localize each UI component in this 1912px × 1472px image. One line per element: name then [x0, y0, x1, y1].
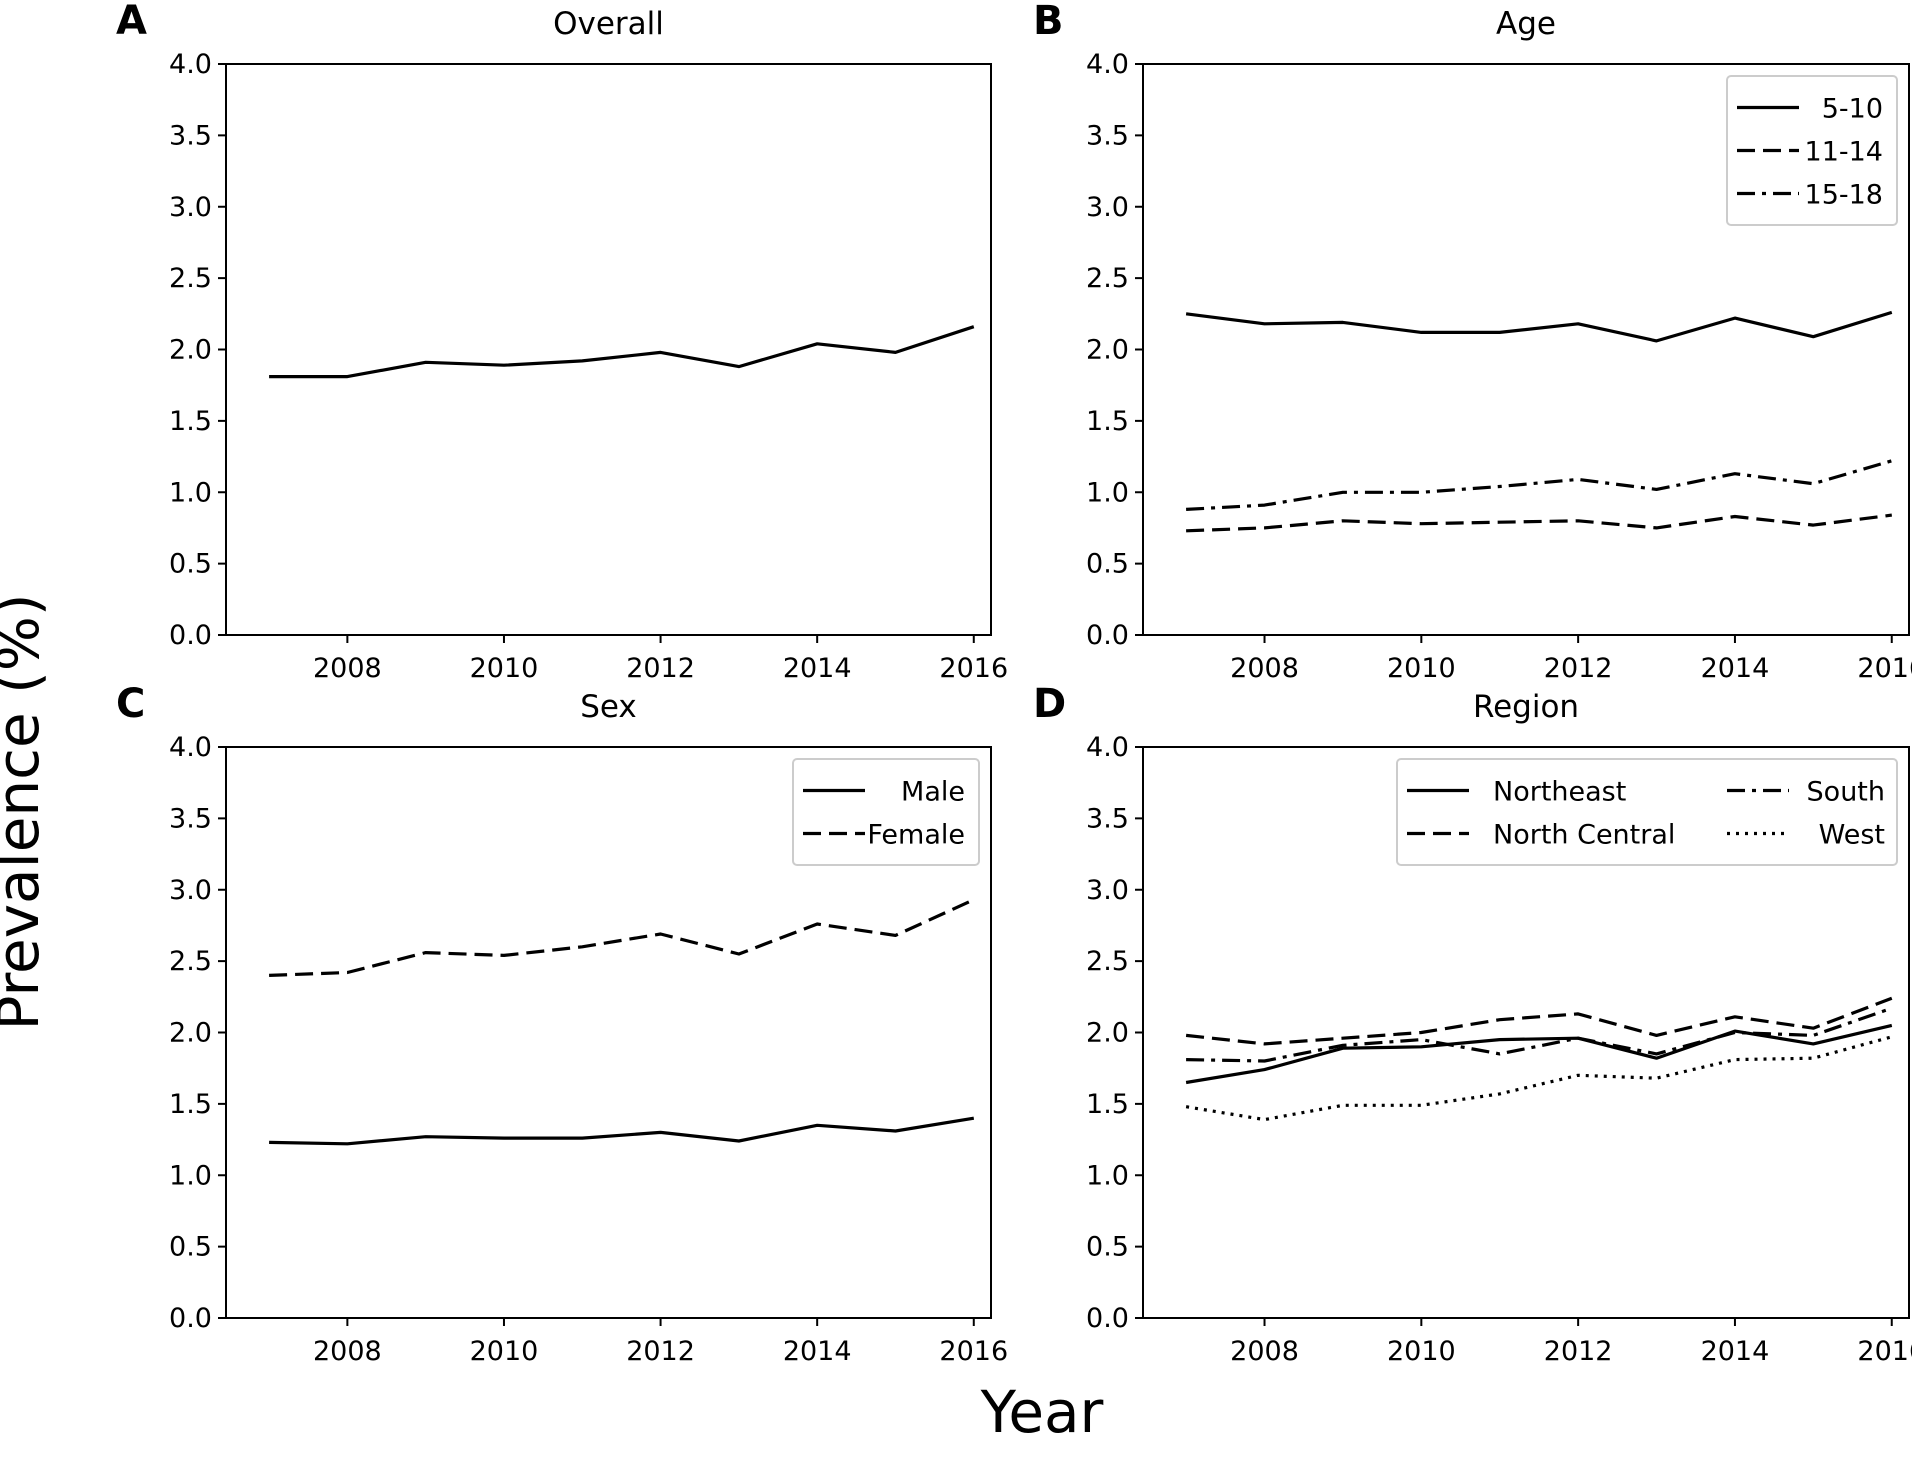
y-tick-label: 2.0 — [1086, 335, 1129, 366]
x-tick-label: 2014 — [1701, 653, 1770, 684]
series-line-female — [269, 898, 975, 977]
y-tick-label: 1.0 — [169, 1160, 212, 1191]
y-tick-label: 1.5 — [1086, 406, 1129, 437]
series-line-11-14 — [1186, 513, 1893, 533]
y-tick-label: 4.0 — [1086, 732, 1129, 763]
y-tick-label: 1.5 — [1086, 1089, 1129, 1120]
y-tick-label: 3.0 — [1086, 192, 1129, 223]
panel-title: Region — [1473, 689, 1579, 725]
y-tick-label: 4.0 — [169, 732, 212, 763]
panel-letter: D — [1033, 681, 1066, 727]
panel-title: Sex — [580, 689, 637, 725]
y-tick-label: 2.0 — [169, 1018, 212, 1049]
x-tick-label: 2016 — [1857, 1336, 1912, 1367]
legend: Northeast North Central South West — [1396, 758, 1898, 866]
series-line-west — [1185, 1035, 1893, 1122]
panel-d: D Region 0.0 0.5 1.0 1.5 2.0 2.5 3.0 3.5 4.0 2008 20… — [1033, 681, 1912, 1367]
y-tick-label: 2.5 — [169, 946, 212, 977]
legend-label: 5-10 — [1822, 94, 1883, 125]
y-tick-label: 0.5 — [169, 549, 212, 580]
legend-label: West — [1819, 820, 1885, 851]
legend-label: South — [1807, 777, 1885, 808]
y-tick-label: 0.0 — [169, 620, 212, 651]
y-tick-label: 3.5 — [169, 803, 212, 834]
panel-b: B Age 0.0 0.5 1.0 1.5 2.0 2.5 3.0 3.5 4.0 2008 2010 2… — [1033, 0, 1912, 684]
y-tick-label: 1.0 — [1086, 1160, 1129, 1191]
panel-c: C Sex 0.0 0.5 1.0 1.5 2.0 2.5 3.0 3.5 4.0 2008 2010 2… — [116, 681, 1008, 1367]
x-tick-label: 2016 — [939, 653, 1008, 684]
legend-box — [1396, 758, 1898, 866]
y-tick-label: 0.0 — [169, 1303, 212, 1334]
x-tick-label: 2014 — [783, 1336, 852, 1367]
x-tick-label: 2010 — [470, 653, 539, 684]
legend-box — [792, 758, 980, 866]
y-tick-label: 3.5 — [1086, 120, 1129, 151]
panel-a: A Overall 0.0 0.5 1.0 1.5 2.0 2.5 3.0 3.5 4.0 2008 2… — [116, 0, 1008, 684]
series-line-15-18 — [1186, 459, 1893, 511]
x-tick-label: 2010 — [1387, 1336, 1456, 1367]
series-line-male — [269, 1116, 975, 1146]
panel-letter: B — [1033, 0, 1064, 44]
panel-title: Age — [1496, 6, 1556, 42]
x-tick-label: 2012 — [626, 653, 695, 684]
series-line-overall — [269, 325, 975, 379]
figure-xlabel: Year — [980, 1378, 1104, 1446]
y-tick-label: 3.0 — [1086, 875, 1129, 906]
legend-label: 15-18 — [1805, 180, 1883, 211]
series-line-north-central — [1185, 996, 1893, 1046]
y-tick-label: 0.0 — [1086, 620, 1129, 651]
series-line-south — [1186, 1006, 1893, 1063]
panels-layer: A Overall 0.0 0.5 1.0 1.5 2.0 2.5 3.0 3.5 4.0 2008 2… — [116, 0, 1912, 1367]
figure-ylabel: Prevalence (%) — [0, 593, 52, 1030]
x-tick-label: 2016 — [1857, 653, 1912, 684]
y-tick-label: 3.0 — [169, 192, 212, 223]
x-tick-label: 2008 — [1230, 653, 1299, 684]
series-line-northeast — [1185, 1023, 1893, 1085]
x-tick-label: 2012 — [1544, 1336, 1613, 1367]
y-tick-label: 1.5 — [169, 1089, 212, 1120]
series-line-5-10 — [1185, 310, 1893, 343]
y-tick-label: 2.0 — [1086, 1018, 1129, 1049]
legend-box — [1726, 75, 1898, 226]
legend-label: Male — [901, 777, 965, 808]
legend: Male Female — [792, 758, 980, 866]
y-tick-label: 0.5 — [1086, 1232, 1129, 1263]
y-tick-label: 3.5 — [1086, 803, 1129, 834]
x-tick-label: 2010 — [1387, 653, 1456, 684]
x-tick-label: 2014 — [783, 653, 852, 684]
x-tick-label: 2014 — [1701, 1336, 1770, 1367]
legend-label: Female — [867, 820, 965, 851]
legend-label: 11-14 — [1805, 137, 1883, 168]
y-tick-label: 3.5 — [169, 120, 212, 151]
x-tick-label: 2012 — [1544, 653, 1613, 684]
legend: 5-10 11-14 15-18 — [1726, 75, 1898, 226]
y-tick-label: 0.5 — [169, 1232, 212, 1263]
y-tick-label: 0.0 — [1086, 1303, 1129, 1334]
y-tick-label: 2.0 — [169, 335, 212, 366]
x-tick-label: 2016 — [939, 1336, 1008, 1367]
x-tick-label: 2008 — [313, 1336, 382, 1367]
y-tick-label: 3.0 — [169, 875, 212, 906]
y-tick-label: 4.0 — [169, 49, 212, 80]
y-tick-label: 2.5 — [169, 263, 212, 294]
y-tick-label: 0.5 — [1086, 549, 1129, 580]
x-tick-label: 2008 — [1230, 1336, 1299, 1367]
panel-letter: C — [116, 681, 145, 727]
x-tick-label: 2008 — [313, 653, 382, 684]
panel-letter: A — [116, 0, 147, 44]
legend-label: Northeast — [1493, 777, 1626, 808]
y-tick-label: 2.5 — [1086, 263, 1129, 294]
y-tick-label: 4.0 — [1086, 49, 1129, 80]
panel-title: Overall — [553, 6, 664, 42]
y-tick-label: 1.5 — [169, 406, 212, 437]
y-tick-label: 1.0 — [169, 477, 212, 508]
x-tick-label: 2012 — [626, 1336, 695, 1367]
x-tick-label: 2010 — [470, 1336, 539, 1367]
y-tick-label: 2.5 — [1086, 946, 1129, 977]
legend-label: North Central — [1493, 820, 1675, 851]
y-tick-label: 1.0 — [1086, 477, 1129, 508]
